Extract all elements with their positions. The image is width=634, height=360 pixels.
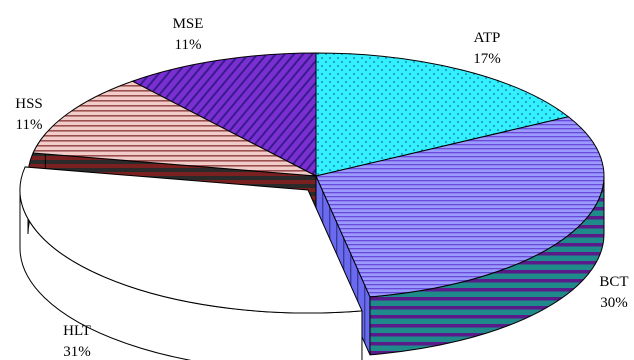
pie-slice-hlt	[19, 166, 363, 314]
pie-label-hlt: HLT	[63, 323, 91, 339]
pie-value-hlt: 31%	[63, 344, 91, 360]
pie-slice-atp	[315, 52, 570, 177]
pie-value-bct: 30%	[600, 295, 628, 311]
pie-value-mse: 11%	[175, 37, 202, 53]
pie-label-mse: MSE	[173, 16, 204, 32]
pie-label-hss: HSS	[15, 96, 43, 112]
pie-slice-mse	[131, 52, 317, 177]
pie-label-atp: ATP	[474, 30, 501, 46]
pie-slice-hss	[32, 80, 317, 177]
pie-slice-bct	[315, 116, 605, 298]
pie-label-bct: BCT	[599, 274, 628, 290]
pie-value-atp: 17%	[473, 51, 501, 67]
pie-value-hss: 11%	[16, 117, 43, 133]
